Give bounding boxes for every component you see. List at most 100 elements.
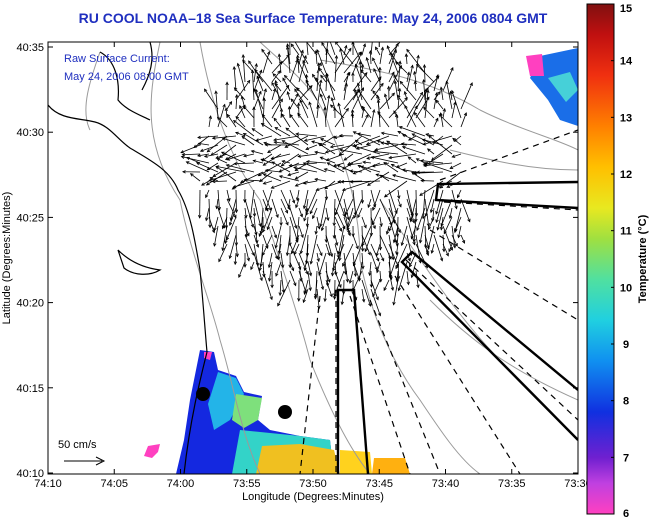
current-vector-head (329, 293, 333, 298)
current-vector (331, 97, 336, 110)
current-vector-head (372, 207, 376, 211)
current-vector (449, 207, 453, 219)
current-vector (249, 189, 255, 219)
current-vector-head (305, 36, 308, 39)
current-vector-head (234, 94, 239, 98)
current-vector-head (256, 75, 260, 80)
current-vector-head (454, 243, 458, 247)
current-vector (300, 225, 309, 254)
current-vector-head (309, 260, 313, 265)
current-vector-head (294, 176, 299, 180)
current-vector (252, 128, 264, 137)
current-vector (324, 107, 327, 128)
current-vector (411, 225, 417, 239)
current-vector (361, 106, 372, 119)
current-vector-head (327, 278, 331, 283)
current-vector (372, 57, 381, 74)
current-vector-head (334, 211, 338, 216)
current-vector (406, 105, 418, 128)
current-vector (451, 90, 462, 119)
current-vector-head (375, 46, 379, 51)
current-vector (298, 55, 307, 83)
current-vector-head (393, 80, 398, 84)
current-vector-head (254, 62, 258, 67)
current-vector-head (303, 291, 307, 296)
current-vector (296, 87, 309, 101)
current-vector-head (309, 210, 313, 215)
current-vector-head (376, 99, 381, 103)
current-vector-head (286, 43, 290, 48)
current-vector-head (425, 133, 430, 137)
current-vector (406, 65, 414, 92)
current-vector (389, 252, 399, 278)
current-vector-head (452, 137, 456, 142)
current-vector (346, 216, 354, 231)
current-vector (379, 270, 382, 282)
current-vector (423, 79, 426, 101)
current-vector-head (375, 296, 379, 301)
x-tick-label: 73:35 (498, 478, 526, 490)
current-vector (208, 216, 215, 233)
current-vector-head (297, 154, 302, 158)
current-vector (408, 135, 417, 141)
current-vector-head (405, 33, 408, 36)
current-vector (458, 225, 462, 238)
current-vector-head (263, 88, 267, 92)
current-vector-head (409, 263, 413, 268)
current-vector-head (375, 173, 380, 177)
current-vector (197, 153, 210, 157)
current-vector-head (337, 102, 341, 107)
current-vector (244, 216, 248, 237)
current-vector-head (338, 151, 343, 156)
current-vector (263, 173, 282, 182)
current-vector (350, 180, 381, 183)
current-vector-head (352, 131, 357, 135)
colorbar-label: Temperature (°C) (637, 214, 649, 303)
current-vector (207, 162, 219, 171)
current-vector-head (277, 250, 282, 255)
current-vector (296, 189, 300, 201)
current-vector-head (380, 141, 385, 145)
current-vector (309, 198, 318, 214)
current-vector-head (371, 221, 375, 226)
current-vector (282, 160, 291, 164)
radar-beam-solid-outlines (336, 180, 578, 474)
current-vector-head (251, 128, 256, 132)
current-vector-head (293, 251, 297, 256)
current-vector (271, 198, 279, 218)
current-vector-head (393, 110, 397, 115)
current-vector (217, 104, 226, 128)
current-vector (435, 189, 444, 215)
current-vector (235, 132, 246, 137)
current-vector-head (378, 76, 382, 81)
current-vector-head (262, 97, 266, 102)
current-vector (230, 198, 237, 221)
current-vector-head (361, 265, 365, 270)
current-vector (227, 114, 237, 128)
current-vector-head (404, 53, 409, 57)
current-vector (393, 225, 399, 243)
current-vector-head (296, 57, 300, 62)
current-vector (431, 243, 435, 254)
current-vector-head (216, 157, 221, 162)
current-vector-head (349, 180, 354, 184)
current-vector (454, 216, 462, 232)
y-tick-label: 40:30 (16, 127, 44, 139)
current-vector-head (383, 162, 388, 166)
current-vector-head (446, 184, 451, 188)
current-vector (460, 234, 465, 244)
current-vector-head (288, 163, 293, 168)
current-vector (281, 113, 291, 128)
current-vector-head (346, 216, 350, 221)
colorbar-ticks: 15 14 13 12 11 10 9 8 7 6 (611, 3, 633, 519)
current-vector-head (437, 91, 441, 95)
current-vector-head (440, 222, 444, 227)
current-vector (318, 67, 336, 92)
current-vector (224, 234, 228, 244)
current-vector (428, 216, 435, 230)
current-vector (428, 135, 453, 155)
current-vector (265, 169, 282, 173)
current-vector-head (286, 91, 290, 95)
current-vector-head (346, 226, 350, 231)
current-vector (235, 116, 246, 128)
